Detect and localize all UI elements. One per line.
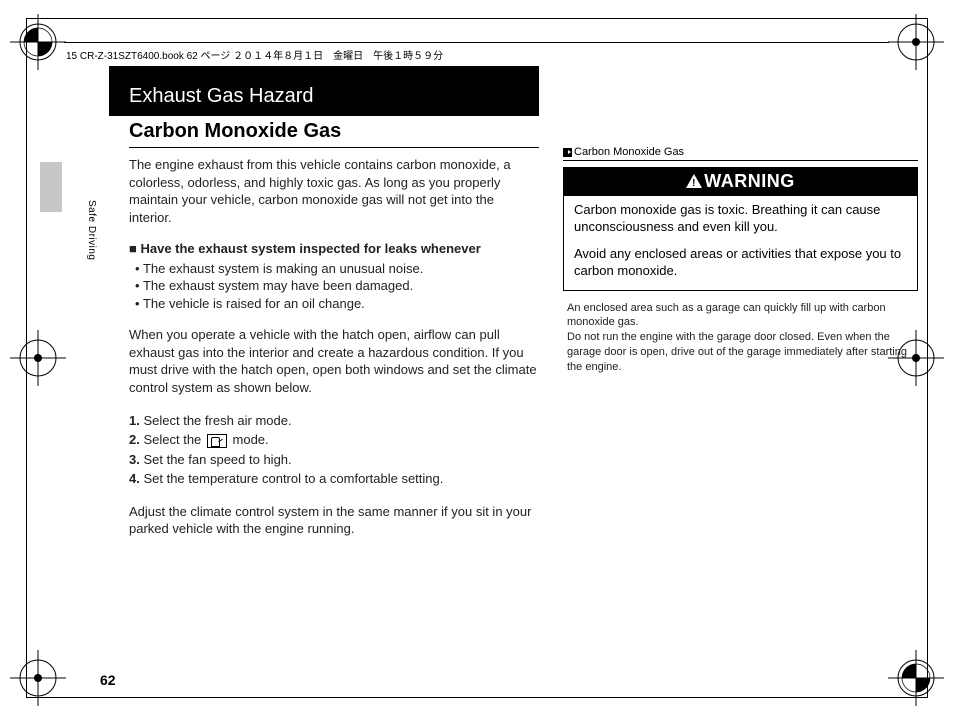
intro-paragraph: The engine exhaust from this vehicle con… bbox=[129, 156, 539, 226]
heading-rule bbox=[129, 147, 539, 148]
warning-paragraph: Carbon monoxide gas is toxic. Breathing … bbox=[574, 202, 907, 236]
reference-title: Carbon Monoxide Gas bbox=[574, 146, 684, 158]
step-text: Set the fan speed to high. bbox=[143, 452, 291, 467]
list-item: The vehicle is raised for an oil change. bbox=[135, 295, 539, 313]
section-banner-title: Exhaust Gas Hazard bbox=[129, 85, 314, 108]
list-item: The exhaust system is making an unusual … bbox=[135, 260, 539, 278]
crop-mark-icon bbox=[10, 14, 66, 70]
crop-mark-icon bbox=[10, 650, 66, 706]
step-item: 3. Set the fan speed to high. bbox=[129, 450, 539, 470]
reference-marker-icon bbox=[563, 148, 572, 157]
crop-mark-icon bbox=[888, 650, 944, 706]
warning-label: WARNING bbox=[704, 171, 795, 191]
step-item: 1. Select the fresh air mode. bbox=[129, 411, 539, 431]
section-banner: Exhaust Gas Hazard bbox=[109, 66, 539, 116]
page-number: 62 bbox=[100, 672, 116, 688]
warning-paragraph: Avoid any enclosed areas or activities t… bbox=[574, 246, 907, 280]
inspect-heading: ■ Have the exhaust system inspected for … bbox=[129, 240, 539, 258]
svg-text:!: ! bbox=[692, 178, 696, 188]
side-section-label: Safe Driving bbox=[86, 200, 97, 260]
crop-mark-icon bbox=[888, 14, 944, 70]
print-metadata: 15 CR-Z-31SZT6400.book 62 ページ ２０１４年８月１日 … bbox=[66, 47, 443, 62]
inspect-bullets: The exhaust system is making an unusual … bbox=[135, 260, 539, 313]
inspect-heading-text: Have the exhaust system inspected for le… bbox=[140, 241, 480, 256]
adjust-paragraph: Adjust the climate control system in the… bbox=[129, 503, 539, 538]
header-rule bbox=[64, 42, 889, 43]
step-text: Select the bbox=[143, 432, 204, 447]
steps-list: 1. Select the fresh air mode. 2. Select … bbox=[129, 411, 539, 489]
step-item: 4. Set the temperature control to a comf… bbox=[129, 469, 539, 489]
crop-mark-icon bbox=[10, 330, 66, 386]
step-text: Set the temperature control to a comfort… bbox=[143, 471, 443, 486]
step-item: 2. Select the mode. bbox=[129, 430, 539, 450]
side-tab bbox=[40, 162, 62, 212]
square-bullet-icon: ■ bbox=[129, 241, 140, 256]
side-column: Carbon Monoxide Gas ! WARNING Carbon mon… bbox=[563, 146, 918, 375]
side-note: An enclosed area such as a garage can qu… bbox=[563, 301, 918, 375]
hatch-paragraph: When you operate a vehicle with the hatc… bbox=[129, 326, 539, 396]
step-text: Select the fresh air mode. bbox=[143, 413, 291, 428]
defrost-mode-icon bbox=[207, 434, 227, 448]
list-item: The exhaust system may have been damaged… bbox=[135, 277, 539, 295]
warning-body: Carbon monoxide gas is toxic. Breathing … bbox=[564, 196, 917, 290]
step-text: mode. bbox=[229, 432, 269, 447]
warning-box: ! WARNING Carbon monoxide gas is toxic. … bbox=[563, 167, 918, 291]
main-column: Carbon Monoxide Gas The engine exhaust f… bbox=[129, 120, 539, 552]
reference-header: Carbon Monoxide Gas bbox=[563, 146, 918, 161]
warning-triangle-icon: ! bbox=[686, 172, 702, 193]
page-heading: Carbon Monoxide Gas bbox=[129, 120, 539, 143]
warning-header: ! WARNING bbox=[564, 168, 917, 196]
